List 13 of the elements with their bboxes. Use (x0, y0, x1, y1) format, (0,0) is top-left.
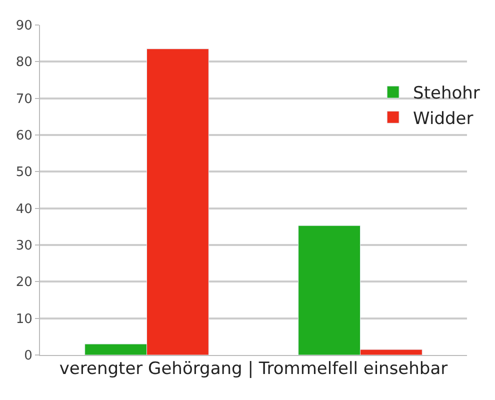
y-tick-label: 0 (24, 348, 32, 364)
y-tick-label: 30 (16, 238, 32, 254)
y-tick-label: 10 (16, 312, 32, 327)
legend-label: Widder (413, 108, 474, 129)
y-tick-label: 60 (16, 128, 32, 144)
y-tick-label: 20 (16, 275, 32, 290)
y-tick-label: 40 (16, 202, 32, 217)
y-tick-label: 70 (16, 92, 32, 107)
y-tick-label: 80 (16, 55, 32, 70)
y-tick-label: 50 (16, 165, 32, 180)
legend-label: Stehohr (413, 84, 480, 104)
y-tick-label: 90 (16, 18, 32, 34)
x-axis-title: verengter Gehörgang | Trommelfell einsehbar (59, 359, 448, 380)
